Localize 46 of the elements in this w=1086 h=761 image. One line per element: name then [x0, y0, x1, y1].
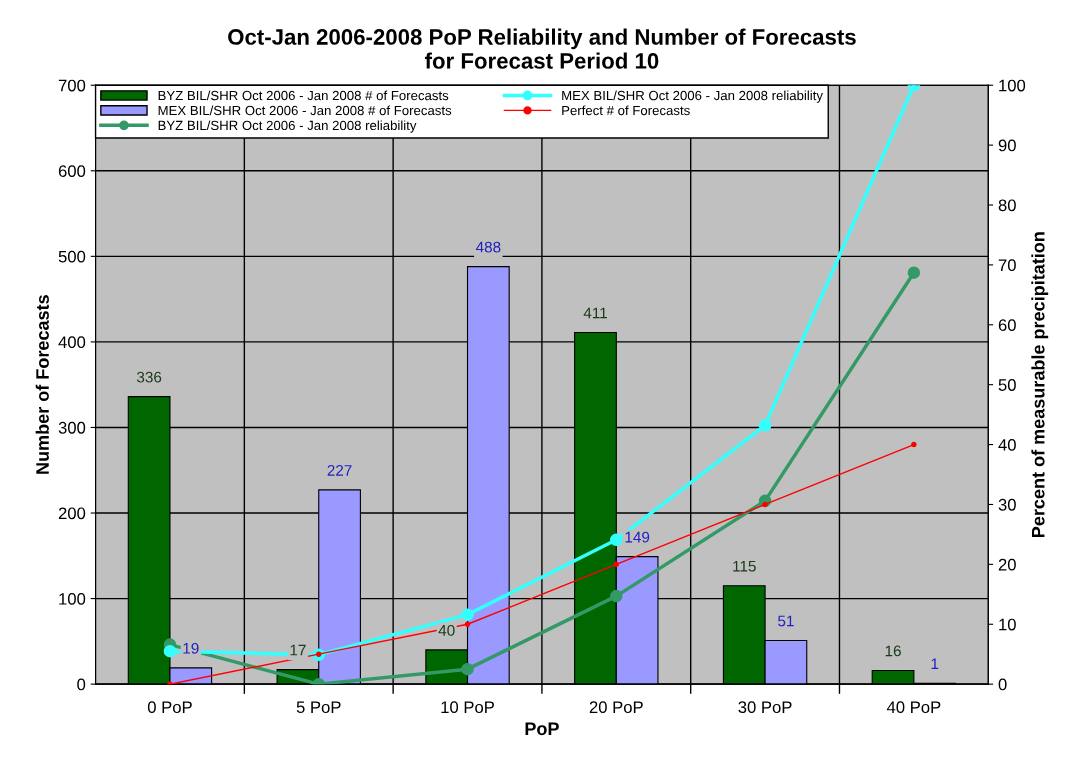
x-tick-label: 20 PoP: [589, 701, 643, 714]
y2-axis-title: Percent of measurable precipitation: [1031, 232, 1049, 537]
data-label: 40: [438, 624, 455, 636]
y-tick-label: 600: [58, 165, 86, 177]
x-tick-label: 30 PoP: [738, 701, 792, 714]
data-label: 1: [931, 658, 939, 669]
y2-tick-label: 90: [998, 139, 1016, 152]
legend-label: BYZ BIL/SHR Oct 2006 - Jan 2008 reliability: [158, 120, 417, 133]
y2-tick-label: 60: [998, 319, 1016, 331]
x-axis-title: PoP: [525, 722, 559, 736]
y-tick-label: 0: [77, 678, 86, 691]
x-tick-label: 0 PoP: [147, 701, 192, 714]
y2-tick-label: 100: [999, 79, 1026, 92]
y-tick-label: 700: [58, 79, 86, 92]
data-label: 16: [885, 645, 901, 657]
y2-tick-label: 0: [998, 678, 1007, 691]
data-label: 488: [475, 241, 501, 253]
x-tick-label: 40 PoP: [886, 701, 941, 714]
data-label: 19: [183, 642, 199, 654]
y-tick-label: 500: [58, 250, 86, 263]
data-label: 51: [778, 615, 794, 627]
y-tick-label: 100: [59, 592, 86, 605]
data-label: 17: [290, 644, 306, 656]
data-label: 115: [733, 560, 756, 572]
chart-title: Oct-Jan 2006-2008 PoP Reliability and Number of Forecasts for Forecast Period 10: [228, 28, 856, 69]
y-axis-title: Number of Forecasts: [35, 295, 49, 474]
y-tick-label: 400: [58, 336, 86, 349]
y-tick-label: 200: [58, 507, 86, 520]
data-label: 411: [583, 307, 607, 319]
y-tick-label: 300: [58, 421, 86, 434]
legend-label: BYZ BIL/SHR Oct 2006 - Jan 2008 # of Forecasts: [158, 90, 449, 101]
y2-tick-label: 10: [999, 618, 1016, 631]
y2-tick-label: 70: [998, 259, 1016, 272]
data-label: 336: [136, 371, 162, 383]
y2-tick-label: 20: [998, 558, 1016, 571]
data-label: 149: [625, 531, 650, 543]
y2-tick-label: 30: [998, 498, 1016, 511]
y2-tick-label: 50: [998, 379, 1016, 391]
legend-label: MEX BIL/SHR Oct 2006 - Jan 2008 reliability: [562, 90, 823, 103]
data-label: 227: [327, 464, 352, 476]
legend-label: MEX BIL/SHR Oct 2006 - Jan 2008 # of Forecasts: [158, 105, 452, 116]
x-tick-label: 10 PoP: [441, 701, 494, 714]
y2-tick-label: 80: [998, 199, 1016, 212]
legend-label: Perfect # of Forecasts: [562, 105, 690, 116]
y2-tick-label: 40: [998, 438, 1016, 451]
x-tick-label: 5 PoP: [296, 701, 341, 714]
